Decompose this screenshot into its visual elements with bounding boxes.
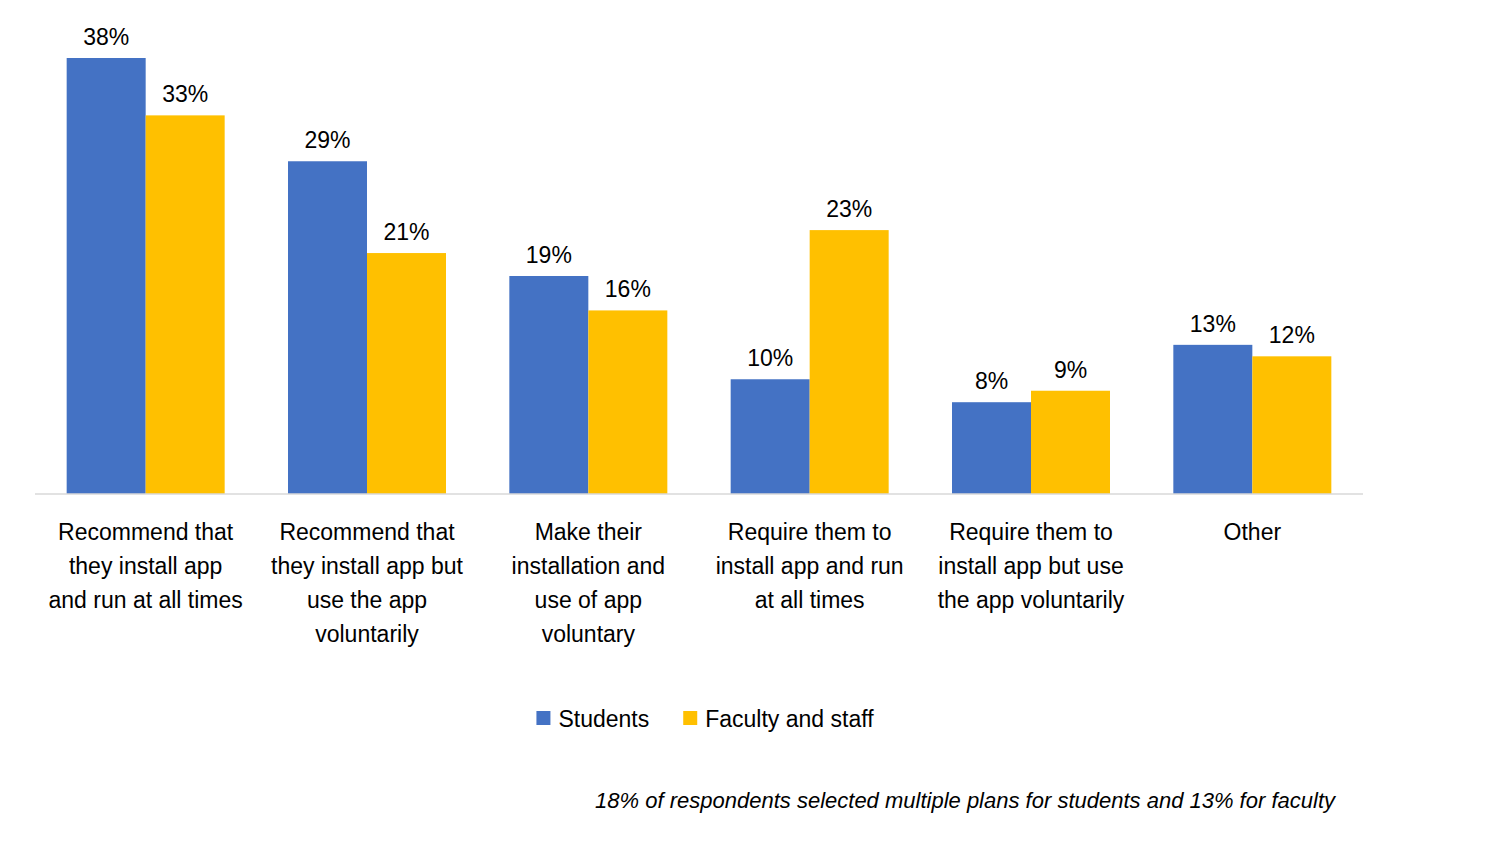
label-line: Recommend that — [58, 519, 234, 545]
label-line: Make their — [535, 519, 643, 545]
label-line: use of app — [535, 587, 642, 613]
legend-swatch — [536, 711, 550, 725]
label-line: the app voluntarily — [938, 587, 1125, 613]
label-line: use the app — [307, 587, 427, 613]
x-tick-label: Recommend that they install app but use th… — [271, 519, 463, 647]
label-line: they install app but — [271, 553, 463, 579]
legend-label: Students — [558, 706, 649, 732]
label-line: voluntarily — [315, 621, 419, 647]
data-label: 21% — [383, 219, 429, 245]
label-line: at all times — [755, 587, 865, 613]
bar — [509, 276, 588, 494]
label-line: install app and run — [716, 553, 904, 579]
data-label: 29% — [304, 127, 350, 153]
data-label: 13% — [1190, 311, 1236, 337]
label-line: Require them to — [949, 519, 1113, 545]
legend-swatch — [683, 711, 697, 725]
bar — [146, 115, 225, 494]
bar — [1173, 345, 1252, 494]
chart: 38% 33% 29% 21% 19% 16% 10% 23% 8% 9% 13% 12% Recomm… — [0, 0, 1500, 844]
label-line: Recommend that — [279, 519, 455, 545]
data-label: 10% — [747, 345, 793, 371]
x-axis — [35, 493, 1363, 495]
data-label: 16% — [605, 276, 651, 302]
data-label: 12% — [1269, 322, 1315, 348]
data-label: 9% — [1054, 357, 1087, 383]
data-label: 23% — [826, 196, 872, 222]
data-label: 38% — [83, 24, 129, 50]
legend: Students Faculty and staff — [536, 706, 874, 732]
label-line: installation and — [512, 553, 665, 579]
x-tick-label: Other — [1224, 519, 1282, 545]
data-labels: 38% 33% 29% 21% 19% 16% 10% 23% 8% 9% 13% 12% — [83, 24, 1315, 394]
label-line: voluntary — [542, 621, 636, 647]
bar — [588, 310, 667, 494]
bar — [810, 230, 889, 494]
x-tick-label: Recommend that they install app and run at… — [49, 519, 243, 613]
data-label: 8% — [975, 368, 1008, 394]
label-line: install app but use — [938, 553, 1123, 579]
x-tick-label: Require them to install app and run at all… — [716, 519, 904, 613]
x-tick-labels: Recommend that they install app and run at… — [49, 519, 1282, 647]
bar — [731, 379, 810, 494]
label-line: and run at all times — [49, 587, 243, 613]
bar — [67, 58, 146, 494]
bar — [1252, 356, 1331, 494]
bars — [67, 58, 1332, 494]
label-line: Other — [1224, 519, 1282, 545]
bar — [952, 402, 1031, 494]
annotation: 18% of respondents selected multiple pla… — [595, 788, 1337, 813]
x-tick-label: Make their installation and use of app volu… — [512, 519, 665, 647]
data-label: 19% — [526, 242, 572, 268]
data-label: 33% — [162, 81, 208, 107]
label-line: Require them to — [728, 519, 892, 545]
bar — [288, 161, 367, 494]
bar — [1031, 391, 1110, 494]
legend-label: Faculty and staff — [705, 706, 874, 732]
x-tick-label: Require them to install app but use the ap… — [938, 519, 1125, 613]
bar — [367, 253, 446, 494]
label-line: they install app — [69, 553, 222, 579]
